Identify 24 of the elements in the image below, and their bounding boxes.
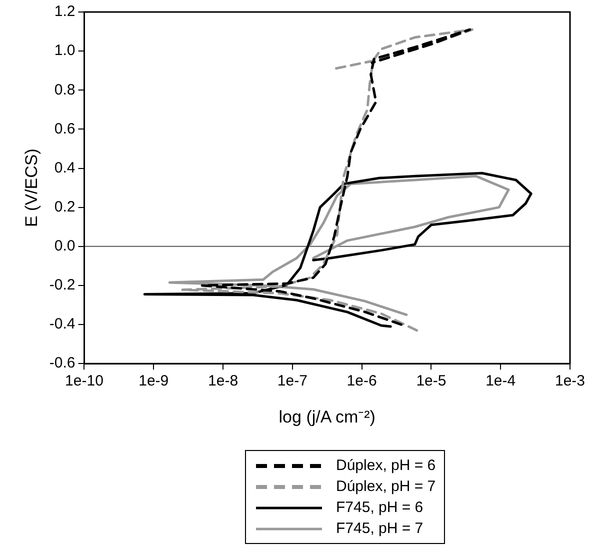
x-tick-label: 1e-4	[486, 372, 516, 390]
y-tick-label: 0.6	[54, 120, 76, 138]
x-tick-label: 1e-6	[346, 372, 377, 390]
y-tick-label: 1.2	[54, 3, 76, 20]
legend-label: F745, pH = 7	[336, 520, 424, 537]
x-tick-label: 1e-5	[416, 372, 446, 390]
y-tick-label: 0.0	[54, 238, 76, 255]
x-tick-label: 1e-10	[65, 372, 104, 390]
y-tick-label: 1.0	[54, 42, 76, 60]
x-tick-label: 1e-7	[277, 372, 308, 390]
x-axis-title: log (j/A cm⁻²)	[278, 407, 376, 426]
legend-label: F745, pH = 6	[336, 499, 424, 516]
legend-label: Dúplex, pH = 7	[336, 478, 436, 495]
y-axis-title: E (V/ECS)	[22, 148, 41, 228]
x-tick-label: 1e-9	[138, 372, 169, 390]
y-tick-label: -0.6	[49, 354, 76, 372]
y-tick-label: -0.2	[49, 276, 76, 294]
y-tick-label: 0.2	[54, 198, 76, 216]
x-tick-label: 1e-3	[554, 372, 586, 390]
y-tick-label: -0.4	[49, 316, 76, 333]
y-tick-label: 0.4	[54, 159, 76, 176]
x-tick-label: 1e-8	[208, 372, 238, 390]
y-tick-label: 0.8	[54, 81, 76, 98]
legend-label: Dúplex, pH = 6	[336, 457, 436, 474]
